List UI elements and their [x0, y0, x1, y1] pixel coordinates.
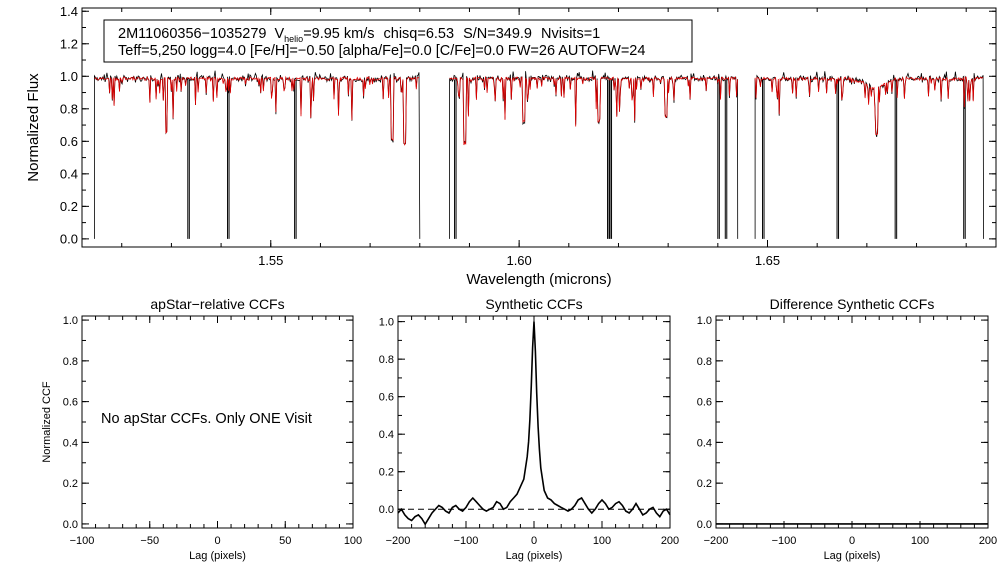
x-tick-label: 0 [214, 535, 220, 547]
observed-spectrum-line-chip-1 [94, 70, 421, 239]
x-tick-label: 200 [661, 535, 679, 547]
model-spectrum-line-chip-3 [754, 76, 984, 136]
y-tick-label: 0.4 [379, 429, 394, 441]
synthetic-ccf-axes-layer: −200 −100 0 100 200 0.0 0.2 0.4 0.6 0.8 1.0 Lag (pi… [379, 296, 679, 562]
model-spectrum-line-chip-2 [449, 75, 738, 146]
difference-ccf-panel: −200 −100 0 100 200 0.0 0.2 0.4 0.6 0.8 1.0 Lag (pi… [697, 296, 997, 562]
y-tick-label: 0.8 [63, 356, 78, 368]
x-axis-label: Lag (pixels) [189, 550, 246, 562]
chisq-value: chisq=6.53 [384, 26, 455, 42]
synthetic-ccf-panel: −200 −100 0 100 200 0.0 0.2 0.4 0.6 0.8 1.0 Lag (pi… [379, 296, 679, 562]
panel-title: apStar−relative CCFs [150, 296, 284, 312]
x-tick-label: −200 [386, 535, 411, 547]
spectrum-axes-layer: 1.55 1.60 1.65 0.0 0.2 0.4 0.6 0.8 1.0 1.2 1.4 Wave… [25, 4, 997, 288]
spectrum-panel: 1.55 1.60 1.65 0.0 0.2 0.4 0.6 0.8 1.0 1.2 1.4 Wave… [25, 4, 997, 288]
info-line-1: 2M11060356−1035279 Vhelio=9.95 km/s chisq=… [118, 26, 600, 44]
x-tick-label: −100 [454, 535, 479, 547]
y-tick-label: 0.6 [60, 134, 78, 149]
y-tick-label: 0.2 [63, 478, 78, 490]
plot-frame [715, 315, 989, 529]
panel-title: Synthetic CCFs [485, 296, 582, 312]
x-axis-label: Lag (pixels) [824, 550, 881, 562]
x-axis-label: Wavelength (microns) [466, 271, 611, 288]
y-tick-label: 0.2 [697, 478, 712, 490]
y-tick-label: 0.0 [379, 504, 394, 516]
snr-value: S/N=349.9 [463, 26, 532, 42]
y-tick-label: 0.6 [63, 397, 78, 409]
y-tick-label: 0.8 [379, 354, 394, 366]
x-tick-label: 100 [593, 535, 611, 547]
observed-spectrum-line-chip-2 [449, 70, 739, 239]
panel-title: Difference Synthetic CCFs [770, 296, 935, 312]
y-tick-label: 0.8 [60, 101, 78, 116]
x-tick-label: 1.65 [755, 253, 780, 268]
y-tick-label: 0.8 [697, 356, 712, 368]
y-axis-label: Normalized CCF [41, 381, 53, 463]
x-tick-label: 0 [849, 535, 855, 547]
y-tick-label: 1.0 [379, 317, 394, 329]
nvisits-value: Nvisits=1 [541, 26, 600, 42]
y-tick-label: 0.4 [697, 437, 712, 449]
x-tick-label: −100 [70, 535, 95, 547]
x-tick-label: 200 [979, 535, 997, 547]
y-tick-label: 0.4 [60, 167, 78, 182]
y-axis-label: Normalized Flux [25, 73, 42, 182]
y-tick-label: 1.2 [60, 36, 78, 51]
vhelio-subscript: helio [284, 34, 303, 44]
vhelio-value: =9.95 km/s [303, 26, 374, 42]
spectrum-observed-layer [94, 70, 984, 239]
plot-frame [397, 315, 671, 529]
x-tick-label: −200 [704, 535, 729, 547]
y-tick-label: 0.0 [63, 519, 78, 531]
y-tick-label: 0.0 [697, 519, 712, 531]
spectrum-model-layer [94, 75, 984, 146]
x-tick-label: 100 [911, 535, 929, 547]
no-apstar-message: No apStar CCFs. Only ONE Visit [101, 411, 312, 427]
y-tick-label: 1.0 [697, 315, 712, 327]
info-line-2: Teff=5,250 logg=4.0 [Fe/H]=−0.50 [alpha/… [118, 43, 645, 59]
apstar-ccf-panel: −100 −50 0 50 100 0.0 0.2 0.4 0.6 0.8 1.0 Lag (pixe… [41, 296, 362, 562]
y-tick-label: 1.4 [60, 4, 78, 19]
x-tick-label: 0 [531, 535, 537, 547]
y-tick-label: 1.0 [60, 69, 78, 84]
y-tick-label: 0.4 [63, 437, 78, 449]
x-tick-label: −50 [140, 535, 159, 547]
x-axis-label: Lag (pixels) [506, 550, 563, 562]
difference-ccf-axes-layer: −200 −100 0 100 200 0.0 0.2 0.4 0.6 0.8 1.0 Lag (pi… [697, 296, 997, 562]
x-tick-label: 1.60 [506, 253, 531, 268]
x-tick-label: −100 [772, 535, 797, 547]
x-tick-label: 1.55 [258, 253, 283, 268]
y-tick-label: 0.2 [60, 199, 78, 214]
vhelio-label: V [275, 26, 285, 42]
model-spectrum-line-chip-1 [94, 75, 420, 146]
synthetic-ccf-line [397, 321, 671, 526]
y-tick-label: 1.0 [63, 315, 78, 327]
star-id: 2M11060356−1035279 [118, 26, 267, 42]
x-tick-label: 100 [344, 535, 362, 547]
x-tick-label: 50 [279, 535, 291, 547]
y-tick-label: 0.6 [379, 392, 394, 404]
plot-frame [81, 7, 997, 248]
info-box [103, 19, 693, 63]
apstar-ccf-axes-layer: −100 −50 0 50 100 0.0 0.2 0.4 0.6 0.8 1.0 Lag (pixe… [41, 296, 362, 562]
y-tick-label: 0.2 [379, 467, 394, 479]
y-tick-label: 0.6 [697, 397, 712, 409]
y-tick-label: 0.0 [60, 232, 78, 247]
